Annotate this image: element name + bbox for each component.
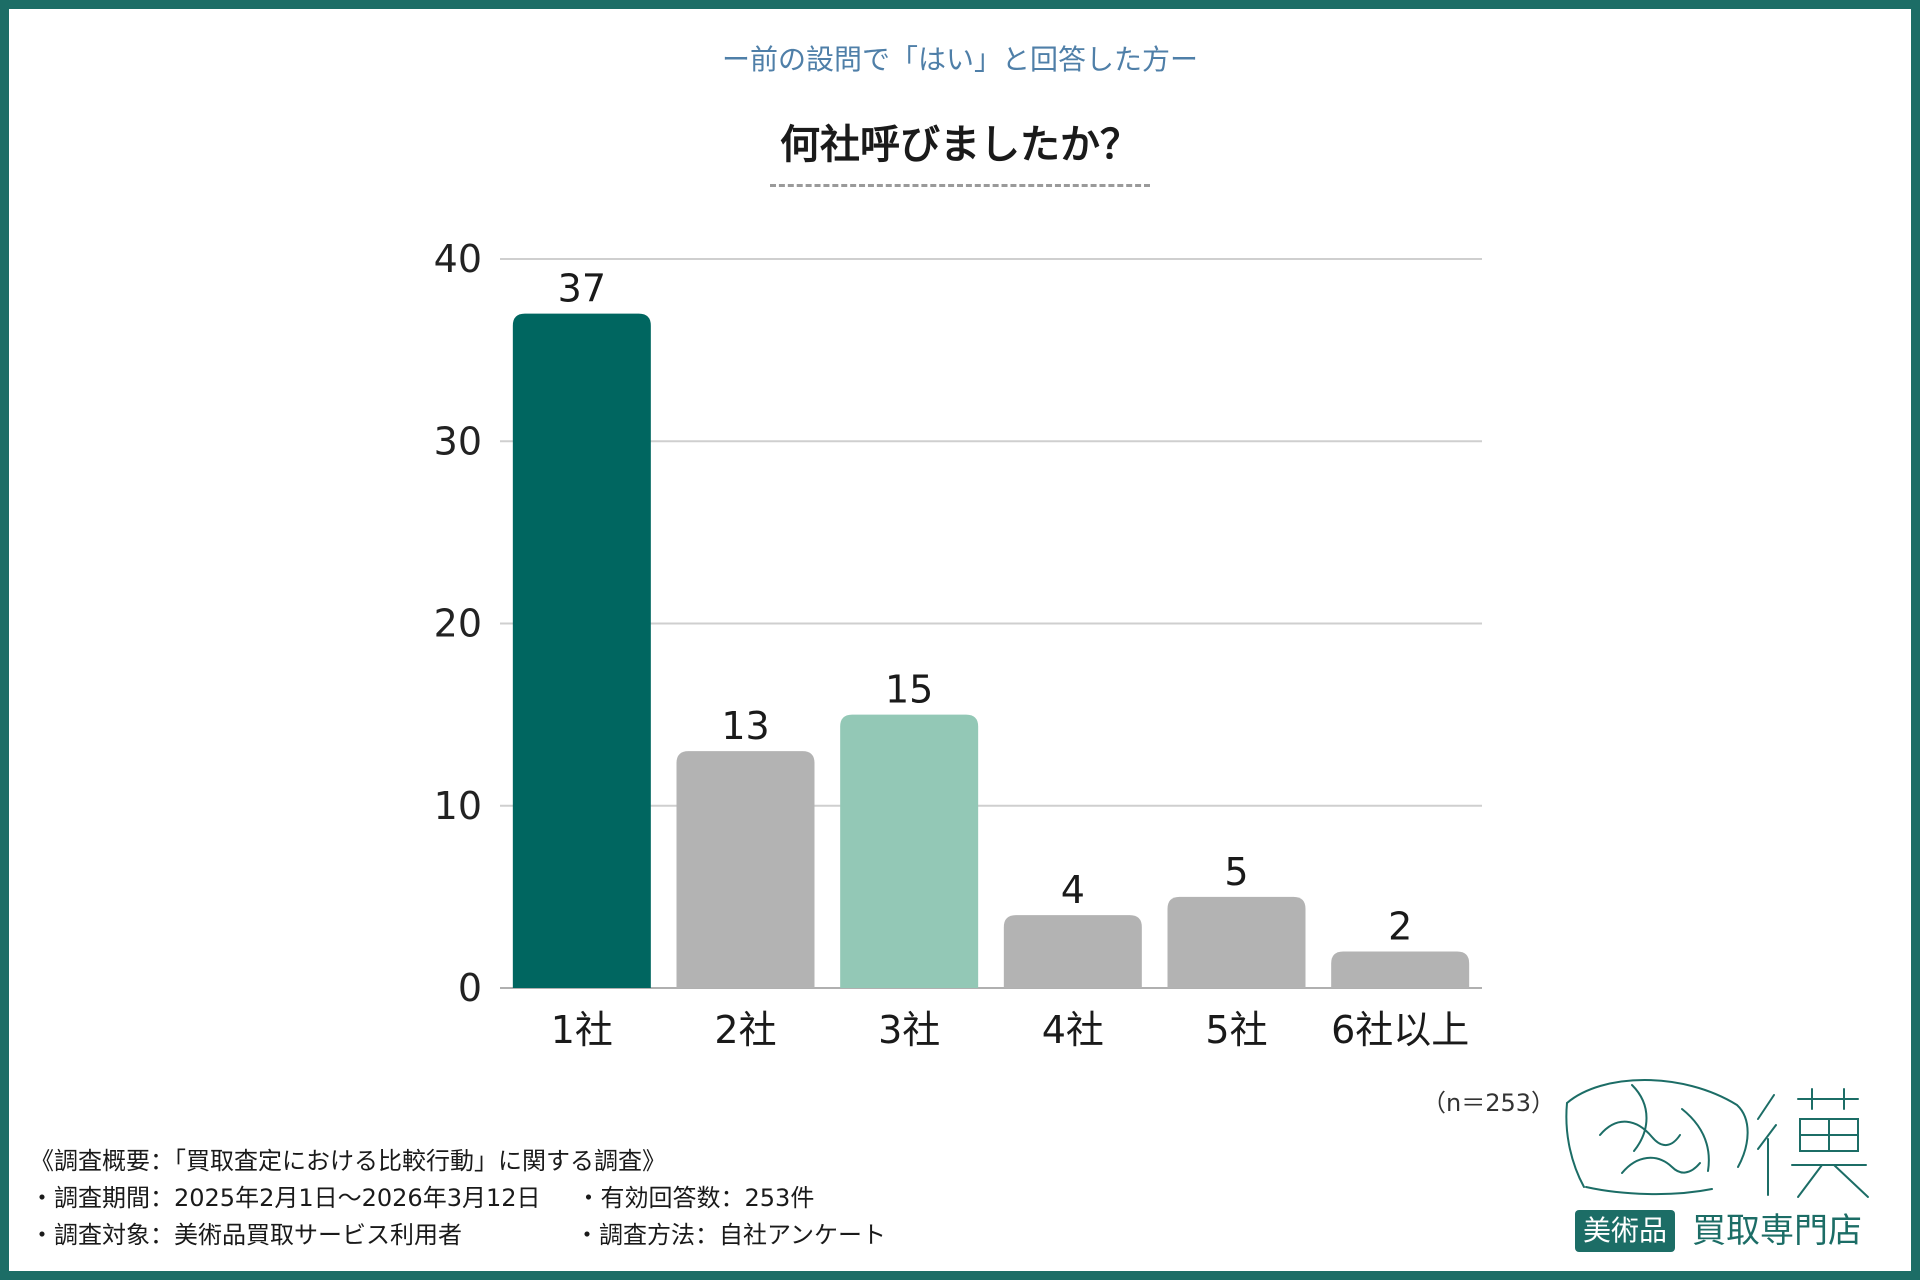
- data-label: 4: [1061, 868, 1085, 912]
- bar: [1167, 896, 1306, 988]
- survey-target: ・調査対象：美術品買取サービス利用者: [30, 1221, 462, 1249]
- chart-title: 何社呼びましたか？: [780, 122, 1140, 168]
- bar: [676, 751, 815, 988]
- bar: [512, 313, 651, 988]
- survey-row-1: ・調査期間：2025年2月1日～2026年3月12日 ・有効回答数：253件: [30, 1180, 886, 1217]
- y-tick-label: 20: [434, 602, 482, 646]
- bar: [1331, 951, 1470, 988]
- data-labels: 37 13 15 4 5 2: [558, 267, 1413, 949]
- logo-badge: 美術品: [1575, 1210, 1676, 1252]
- title-underline: [770, 184, 1150, 187]
- x-tick-label: 2社: [714, 1008, 776, 1052]
- chart-subtitle: ー前の設問で「はい」と回答した方ー: [721, 43, 1198, 76]
- y-tick-label: 40: [434, 237, 482, 281]
- survey-method: ・調査方法：自社アンケート: [575, 1221, 887, 1249]
- x-tick-label: 3社: [878, 1008, 940, 1052]
- data-label: 37: [558, 267, 606, 311]
- y-tick-label: 30: [434, 419, 482, 463]
- bars: [512, 313, 1470, 988]
- x-tick-label: 1社: [551, 1008, 613, 1052]
- data-label: 15: [885, 668, 933, 712]
- x-tick-label: 5社: [1205, 1008, 1267, 1052]
- data-label: 5: [1224, 850, 1248, 894]
- survey-overview: 《調査概要：「買取査定における比較行動」に関する調査》: [30, 1147, 666, 1175]
- sample-size: （n＝253）: [1422, 1089, 1556, 1117]
- x-tick-label: 6社以上: [1331, 1008, 1469, 1052]
- survey-period: ・調査期間：2025年2月1日～2026年3月12日: [30, 1184, 541, 1212]
- grid-lines: [500, 258, 1482, 989]
- survey-row-2: ・調査対象：美術品買取サービス利用者 ・調査方法：自社アンケート: [30, 1217, 886, 1254]
- y-tick-label: 10: [434, 784, 482, 828]
- x-tick-label: 4社: [1042, 1008, 1104, 1052]
- data-label: 2: [1388, 905, 1412, 949]
- anteater-icon: [1565, 1079, 1869, 1198]
- logo-text: 買取専門店: [1692, 1211, 1862, 1251]
- survey-responses: ・有効回答数：253件: [576, 1184, 815, 1212]
- bar: [1003, 915, 1142, 988]
- y-tick-label: 0: [458, 966, 482, 1010]
- brand-logo: 美術品 買取専門店: [1562, 1075, 1892, 1255]
- bar-chart: 0 10 20 30 40 37 13 15 4 5 2 1社 2社 3社 4社 5社 6社以上: [434, 237, 1482, 1052]
- y-axis-ticks: 0 10 20 30 40: [434, 237, 482, 1010]
- data-label: 13: [721, 704, 769, 748]
- survey-notes: 《調査概要：「買取査定における比較行動」に関する調査》 ・調査期間：2025年2…: [30, 1143, 886, 1254]
- bar: [840, 714, 979, 988]
- x-axis-ticks: 1社 2社 3社 4社 5社 6社以上: [551, 1008, 1470, 1052]
